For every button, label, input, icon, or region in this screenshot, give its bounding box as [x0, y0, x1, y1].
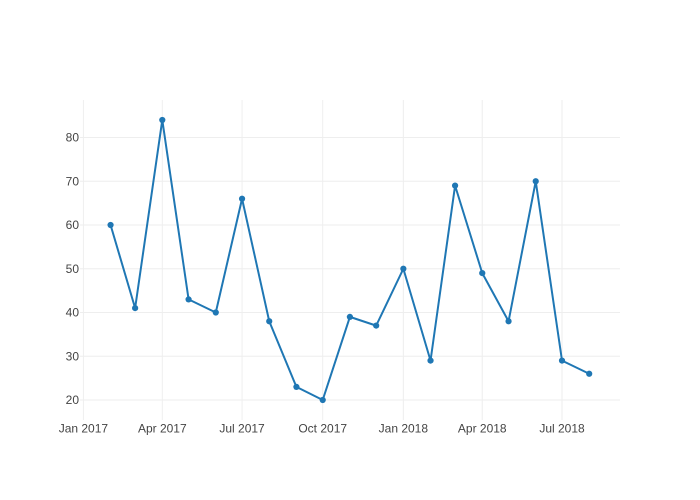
svg-text:Jan 2018: Jan 2018 — [379, 422, 429, 436]
svg-text:Oct 2017: Oct 2017 — [298, 422, 347, 436]
svg-text:80: 80 — [66, 131, 80, 145]
svg-text:30: 30 — [66, 349, 80, 363]
svg-text:Jan 2017: Jan 2017 — [59, 422, 109, 436]
svg-text:70: 70 — [66, 174, 80, 188]
svg-text:60: 60 — [66, 218, 80, 232]
svg-text:Apr 2017: Apr 2017 — [138, 422, 187, 436]
svg-text:Jul 2017: Jul 2017 — [219, 422, 265, 436]
svg-text:50: 50 — [66, 262, 80, 276]
svg-text:Apr 2018: Apr 2018 — [458, 422, 507, 436]
svg-text:20: 20 — [66, 393, 80, 407]
svg-text:Jul 2018: Jul 2018 — [539, 422, 585, 436]
svg-text:40: 40 — [66, 306, 80, 320]
